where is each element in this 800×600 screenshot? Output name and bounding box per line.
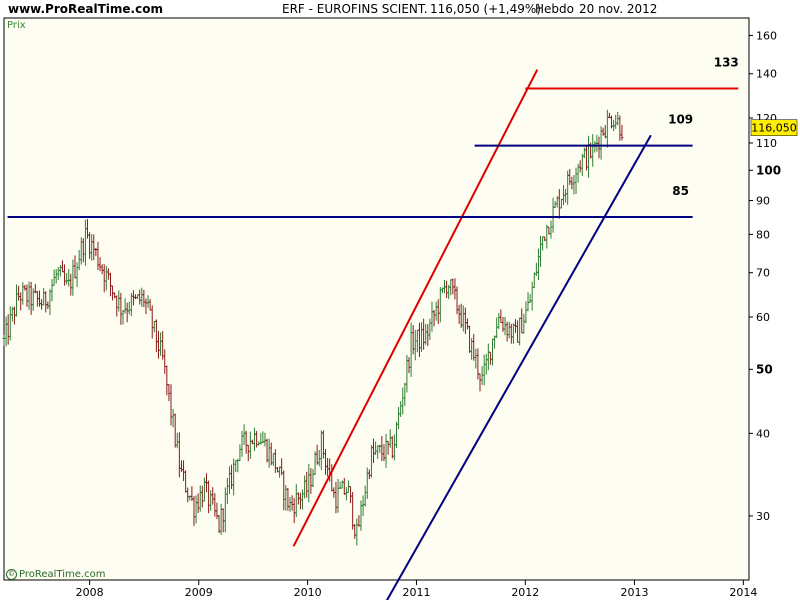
y-tick-label: 40	[756, 427, 770, 440]
x-tick-label: 2011	[402, 586, 430, 599]
y-tick-label: 90	[756, 195, 770, 208]
trendline-channel-upper[interactable]	[292, 69, 539, 547]
x-tick-label: 2010	[294, 586, 322, 599]
date-label: 20 nov. 2012	[579, 2, 658, 16]
copyright-icon: ©	[6, 569, 17, 580]
y-tick-label: 30	[756, 510, 770, 523]
y-tick-label: 160	[756, 29, 777, 42]
copyright-notice: © ProRealTime.com	[6, 569, 105, 580]
ohlc-bars-layer	[2, 109, 624, 546]
x-tick-label: 2012	[511, 586, 539, 599]
y-tick-label: 140	[756, 68, 777, 81]
level-label-133: 133	[714, 55, 739, 69]
y-tick-label: 50	[756, 362, 773, 376]
ticker-label: ERF - EUROFINS SCIENT.	[282, 2, 428, 16]
x-tick-label: 2014	[729, 586, 757, 599]
level-label-85: 85	[672, 184, 689, 198]
trendlines-layer: 133 109 85	[7, 55, 739, 600]
site-url[interactable]: www.ProRealTime.com	[8, 2, 163, 16]
x-tick-label: 2013	[620, 586, 648, 599]
y-tick-label: 110	[756, 137, 777, 150]
trendline-channel-lower[interactable]	[384, 134, 652, 600]
x-tick-label: 2008	[76, 586, 104, 599]
y-tick-label: 100	[756, 163, 781, 177]
y-tick-label: 70	[756, 267, 770, 280]
y-axis-title: Prix	[7, 20, 26, 31]
level-label-109: 109	[668, 113, 693, 127]
x-tick-label: 2009	[185, 586, 213, 599]
last-price-tag-label: 116,050	[751, 122, 797, 135]
period-label: Hebdo	[535, 2, 574, 16]
copyright-text: ProRealTime.com	[19, 569, 106, 580]
price-change-label: 116,050 (+1,49%)	[430, 2, 541, 16]
y-tick-label: 60	[756, 311, 770, 324]
y-tick-label: 80	[756, 228, 770, 241]
plot-area[interactable]	[3, 17, 750, 581]
last-price-tag	[750, 119, 798, 136]
chart-header: www.ProRealTime.com ERF - EUROFINS SCIEN…	[0, 0, 800, 18]
